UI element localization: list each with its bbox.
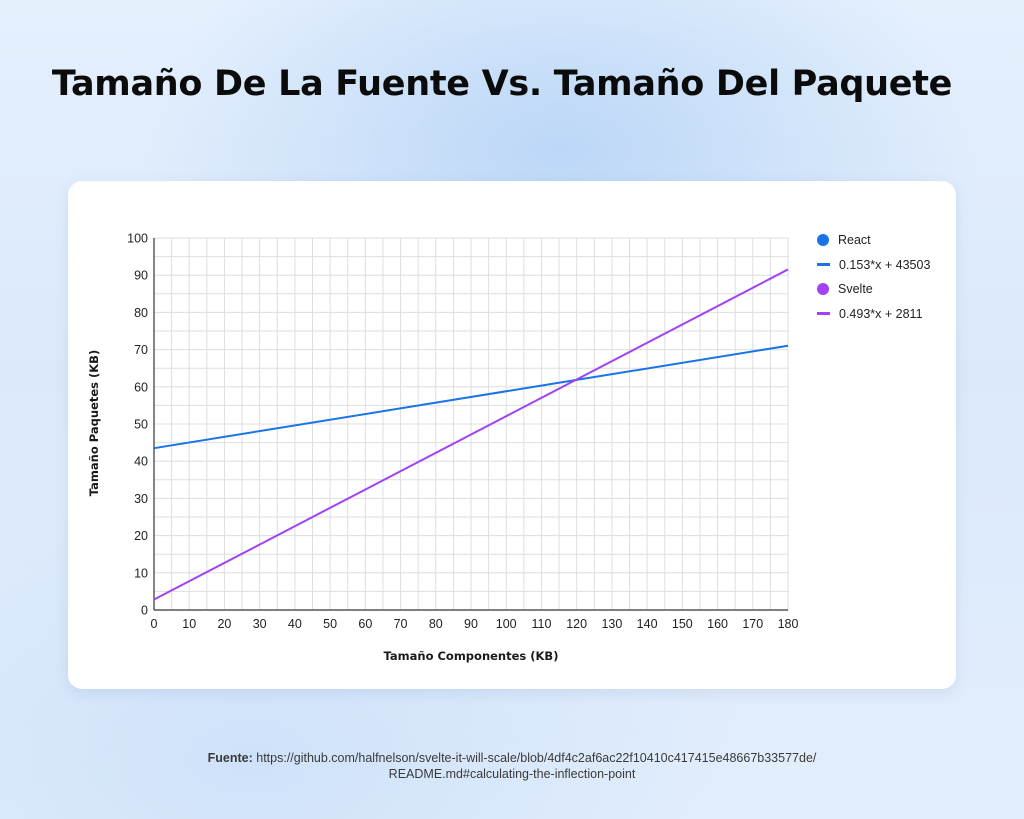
legend-label-svelte: Svelte xyxy=(838,282,873,297)
y-tick-label: 50 xyxy=(134,418,148,432)
x-tick-label: 0 xyxy=(151,617,158,631)
y-tick-label: 0 xyxy=(141,604,148,618)
axes xyxy=(153,238,788,611)
page-title: Tamaño De La Fuente Vs. Tamaño Del Paque… xyxy=(51,64,953,104)
legend-label-react: React xyxy=(838,233,871,248)
svelte-trendline-icon xyxy=(817,312,830,316)
x-tick-label: 70 xyxy=(394,617,408,631)
y-tick-label: 80 xyxy=(134,306,148,320)
x-tick-label: 20 xyxy=(217,617,231,631)
x-tick-label: 10 xyxy=(182,617,196,631)
react-trendline xyxy=(153,344,789,450)
x-tick-label: 50 xyxy=(323,617,337,631)
x-tick-label: 160 xyxy=(707,617,728,631)
tick-labels: 0 10 20 30 40 50 60 70 80 90 100 110 120 130 140 150 160… xyxy=(127,232,798,632)
y-tick-label: 100 xyxy=(127,232,148,246)
svelte-trendline xyxy=(153,268,789,601)
legend-item-react-trendline: 0.153*x + 43503 xyxy=(816,253,930,278)
x-tick-label: 180 xyxy=(778,617,799,631)
legend-item-svelte-trendline: 0.493*x + 2811 xyxy=(816,302,930,327)
y-tick-label: 30 xyxy=(134,492,148,506)
legend-item-react: React xyxy=(816,228,930,253)
grid xyxy=(153,237,789,611)
x-tick-label: 130 xyxy=(601,617,622,631)
y-tick-label: 70 xyxy=(134,343,148,357)
source-url-line1[interactable]: https://github.com/halfnelson/svelte-it-… xyxy=(256,751,817,765)
y-tick-label: 10 xyxy=(134,566,148,580)
series-lines xyxy=(153,268,789,601)
x-tick-label: 40 xyxy=(288,617,302,631)
x-tick-label: 80 xyxy=(429,617,443,631)
y-tick-label: 20 xyxy=(134,529,148,543)
source-url-line2[interactable]: README.md#calculating-the-inflection-poi… xyxy=(388,767,636,781)
y-tick-label: 40 xyxy=(134,455,148,469)
x-tick-label: 110 xyxy=(531,617,551,631)
svelte-marker-icon xyxy=(817,283,829,296)
react-marker-icon xyxy=(817,234,829,247)
legend-label-svelte-trendline: 0.493*x + 2811 xyxy=(839,306,923,321)
y-tick-label: 90 xyxy=(134,269,148,283)
legend-item-svelte: Svelte xyxy=(816,277,930,302)
y-tick-label: 60 xyxy=(134,380,148,394)
x-tick-label: 140 xyxy=(637,617,658,631)
x-tick-label: 170 xyxy=(742,617,763,631)
x-tick-label: 100 xyxy=(496,617,517,631)
x-tick-label: 120 xyxy=(566,617,587,631)
y-axis-title: Tamaño Paquetes (KB) xyxy=(87,350,101,496)
chart-card: 0 10 20 30 40 50 60 70 80 90 100 110 120 130 140 150 160… xyxy=(68,181,956,689)
source-note: Fuente: https://github.com/halfnelson/sv… xyxy=(0,750,1024,782)
x-tick-label: 30 xyxy=(253,617,267,631)
legend-label-react-trendline: 0.153*x + 43503 xyxy=(839,257,931,272)
x-tick-label: 60 xyxy=(358,617,372,631)
x-axis-title: Tamaño Componentes (KB) xyxy=(384,649,559,663)
legend: React 0.153*x + 43503 Svelte 0.493*x + 2… xyxy=(816,228,930,326)
x-tick-label: 150 xyxy=(672,617,693,631)
source-label: Fuente: xyxy=(207,751,253,765)
react-trendline-icon xyxy=(817,263,830,267)
x-tick-label: 90 xyxy=(464,617,478,631)
line-chart: 0 10 20 30 40 50 60 70 80 90 100 110 120 130 140 150 160… xyxy=(87,232,798,664)
